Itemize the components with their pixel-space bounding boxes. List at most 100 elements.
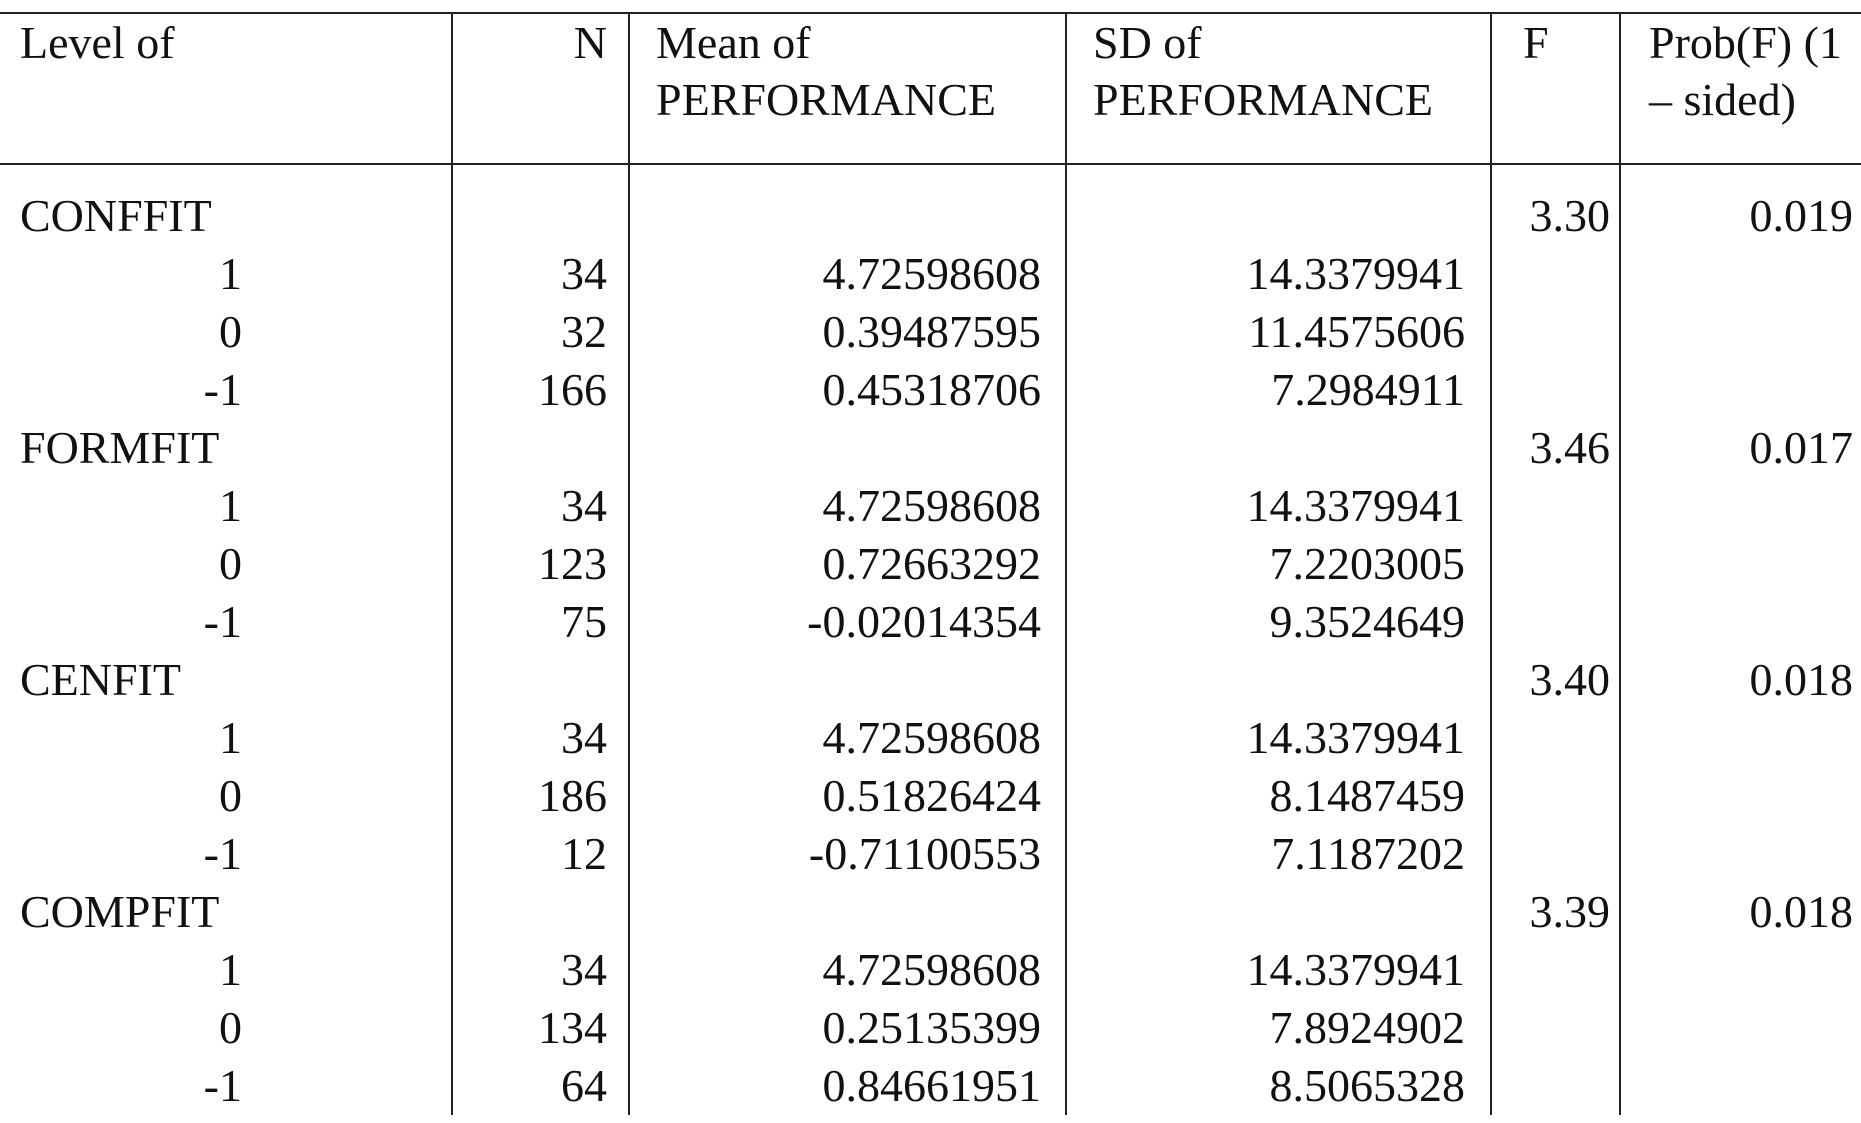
- group-name: CONFFIT: [20, 190, 212, 241]
- n-value: 12: [451, 825, 629, 883]
- mean-value: 0.84661951: [628, 1057, 1066, 1115]
- mean-value: 0.45318706: [628, 361, 1066, 419]
- table-row: 1 34 4.72598608 14.3379941: [0, 941, 1861, 999]
- empty-cell: [1619, 709, 1861, 767]
- empty-cell: [451, 883, 629, 941]
- prob-value: 0.019: [1619, 164, 1861, 245]
- level: 0: [219, 306, 242, 357]
- group-name: CENFIT: [20, 654, 181, 705]
- n-value: 34: [451, 245, 629, 303]
- empty-cell: [628, 883, 1066, 941]
- empty-cell: [1490, 1057, 1620, 1115]
- empty-cell: [1619, 303, 1861, 361]
- empty-cell: [628, 651, 1066, 709]
- mean-value: 0.72663292: [628, 535, 1066, 593]
- sd-value: 7.2203005: [1065, 535, 1491, 593]
- sd-value: 7.1187202: [1065, 825, 1491, 883]
- empty-cell: [1619, 245, 1861, 303]
- mean-value: 4.72598608: [628, 477, 1066, 535]
- empty-cell: [1490, 999, 1620, 1057]
- empty-cell: [451, 651, 629, 709]
- empty-cell: [1619, 593, 1861, 651]
- mean-value: -0.02014354: [628, 593, 1066, 651]
- prob-value: 0.018: [1619, 651, 1861, 709]
- n-value: 166: [451, 361, 629, 419]
- level: -1: [203, 364, 242, 415]
- n-value: 64: [451, 1057, 629, 1115]
- level: -1: [203, 828, 242, 879]
- n-value: 34: [451, 477, 629, 535]
- mean-value: 4.72598608: [628, 941, 1066, 999]
- table-row: -1 12 -0.71100553 7.1187202: [0, 825, 1861, 883]
- table-row: 0 134 0.25135399 7.8924902: [0, 999, 1861, 1057]
- empty-cell: [1490, 709, 1620, 767]
- empty-cell: [1619, 361, 1861, 419]
- level: 0: [219, 770, 242, 821]
- empty-cell: [1490, 535, 1620, 593]
- level: -1: [203, 596, 242, 647]
- empty-cell: [1619, 941, 1861, 999]
- empty-cell: [1619, 535, 1861, 593]
- table-row: -1 166 0.45318706 7.2984911: [0, 361, 1861, 419]
- empty-cell: [451, 164, 629, 245]
- table-row: CENFIT 3.40 0.018: [0, 651, 1861, 709]
- n-value: 134: [451, 999, 629, 1057]
- n-value: 186: [451, 767, 629, 825]
- empty-cell: [451, 419, 629, 477]
- column-header: N: [451, 13, 629, 165]
- mean-value: -0.71100553: [628, 825, 1066, 883]
- empty-cell: [628, 164, 1066, 245]
- column-header: Mean of PERFORMANCE: [628, 13, 1066, 165]
- column-header: Level of: [0, 13, 452, 165]
- column-header: Prob(F) (1 – sided): [1619, 13, 1861, 165]
- empty-cell: [1490, 941, 1620, 999]
- table-row: 0 32 0.39487595 11.4575606: [0, 303, 1861, 361]
- empty-cell: [1490, 767, 1620, 825]
- f-value: 3.46: [1490, 419, 1620, 477]
- empty-cell: [1065, 651, 1491, 709]
- level: 1: [219, 944, 242, 995]
- table-row: 1 34 4.72598608 14.3379941: [0, 245, 1861, 303]
- table-row: -1 64 0.84661951 8.5065328: [0, 1057, 1861, 1115]
- table-header: Level of N Mean of PERFORMANCE SD of PERFOR…: [0, 13, 1861, 165]
- level: -1: [203, 1060, 242, 1111]
- sd-value: 11.4575606: [1065, 303, 1491, 361]
- n-value: 123: [451, 535, 629, 593]
- mean-value: 0.51826424: [628, 767, 1066, 825]
- mean-value: 0.39487595: [628, 303, 1066, 361]
- table-row: 1 34 4.72598608 14.3379941: [0, 477, 1861, 535]
- group-name: FORMFIT: [20, 422, 220, 473]
- n-value: 75: [451, 593, 629, 651]
- empty-cell: [1619, 1057, 1861, 1115]
- sd-value: 7.2984911: [1065, 361, 1491, 419]
- table-row: CONFFIT 3.30 0.019: [0, 164, 1861, 245]
- sd-value: 8.1487459: [1065, 767, 1491, 825]
- mean-value: 4.72598608: [628, 709, 1066, 767]
- empty-cell: [1619, 999, 1861, 1057]
- f-value: 3.39: [1490, 883, 1620, 941]
- empty-cell: [1490, 303, 1620, 361]
- empty-cell: [1490, 361, 1620, 419]
- empty-cell: [1490, 825, 1620, 883]
- empty-cell: [1619, 477, 1861, 535]
- sd-value: 14.3379941: [1065, 245, 1491, 303]
- empty-cell: [1065, 883, 1491, 941]
- mean-value: 0.25135399: [628, 999, 1066, 1057]
- n-value: 34: [451, 941, 629, 999]
- empty-cell: [1490, 245, 1620, 303]
- mean-value: 4.72598608: [628, 245, 1066, 303]
- column-header: SD of PERFORMANCE: [1065, 13, 1491, 165]
- empty-cell: [1619, 767, 1861, 825]
- prob-value: 0.017: [1619, 419, 1861, 477]
- empty-cell: [1619, 825, 1861, 883]
- sd-value: 7.8924902: [1065, 999, 1491, 1057]
- anova-table: Level of N Mean of PERFORMANCE SD of PERFOR…: [0, 12, 1861, 1115]
- f-value: 3.30: [1490, 164, 1620, 245]
- column-header: F: [1490, 13, 1620, 165]
- empty-cell: [1065, 419, 1491, 477]
- table-row: 1 34 4.72598608 14.3379941: [0, 709, 1861, 767]
- f-value: 3.40: [1490, 651, 1620, 709]
- empty-cell: [628, 419, 1066, 477]
- level: 0: [219, 538, 242, 589]
